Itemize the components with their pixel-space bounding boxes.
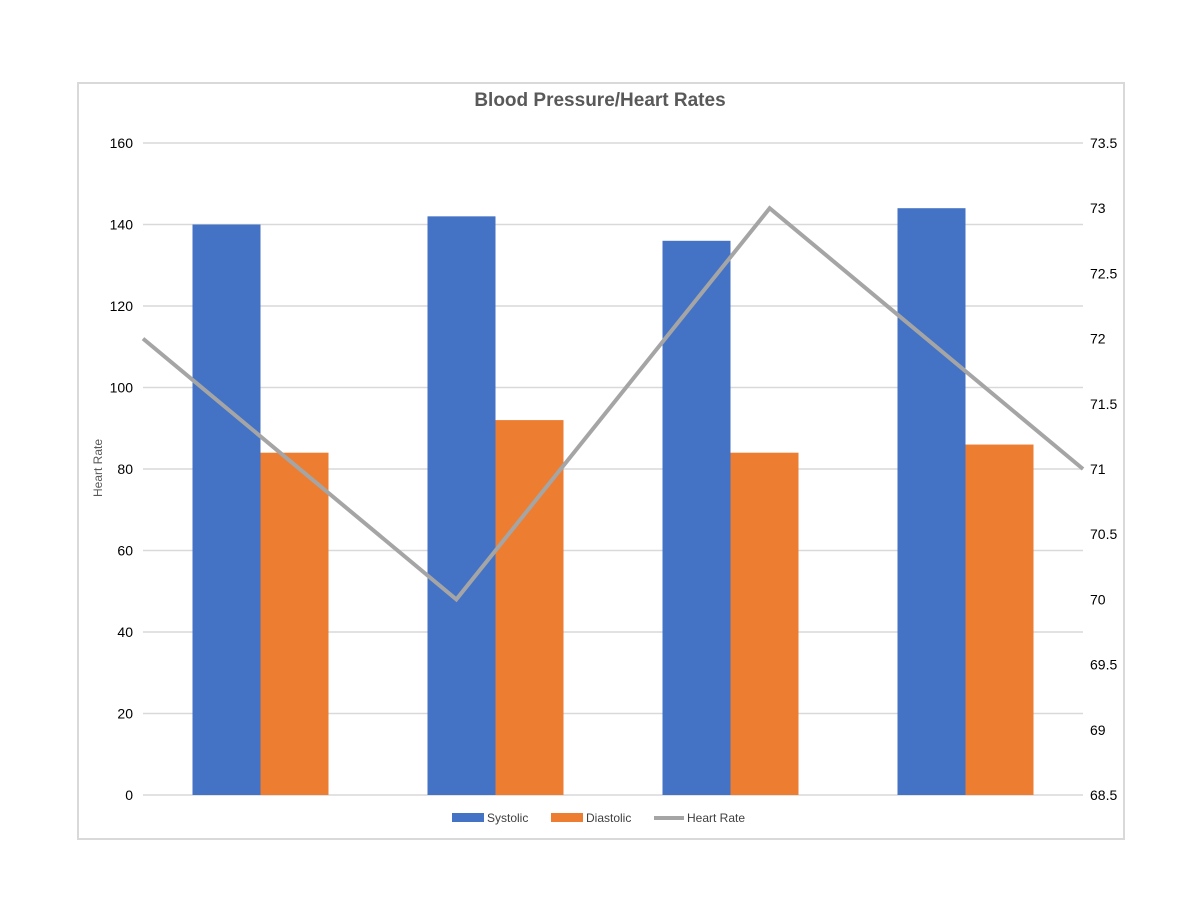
left-axis-ticks: 0 20 40 60 80 100 120 140 160 <box>110 135 134 803</box>
legend-label: Heart Rate <box>687 811 745 825</box>
y-tick-label: 100 <box>110 380 134 396</box>
y2-tick-label: 73 <box>1090 200 1106 216</box>
legend-label: Systolic <box>487 811 528 825</box>
y2-tick-label: 68.5 <box>1090 787 1117 803</box>
y2-tick-label: 69.5 <box>1090 657 1117 673</box>
y-tick-label: 140 <box>110 217 134 233</box>
bar-systolic <box>427 216 496 796</box>
line-heart-rate <box>141 205 1085 603</box>
y-tick-label: 160 <box>110 135 134 151</box>
legend-swatch <box>452 813 484 822</box>
bar-diastolic <box>965 444 1034 795</box>
y2-tick-label: 70 <box>1090 591 1106 607</box>
legend-swatch <box>551 813 583 822</box>
chart-area <box>77 82 1125 840</box>
legend: Systolic Diastolic Heart Rate <box>452 811 745 825</box>
chart-title: Blood Pressure/Heart Rates <box>474 90 725 111</box>
right-axis-ticks: 68.5 69 69.5 70 70.5 71 71.5 72 72.5 73 73.5 <box>1090 135 1117 803</box>
y-tick-label: 80 <box>117 461 133 477</box>
y2-tick-label: 71 <box>1090 461 1106 477</box>
y2-tick-label: 72 <box>1090 331 1106 347</box>
bar-systolic <box>662 240 731 796</box>
y-axis-title: Heart Rate <box>91 439 105 497</box>
y-tick-label: 60 <box>117 543 133 559</box>
bar-diastolic <box>730 452 799 795</box>
y2-tick-label: 69 <box>1090 722 1106 738</box>
legend-label: Diastolic <box>586 811 631 825</box>
bar-diastolic <box>260 452 329 795</box>
y-tick-label: 40 <box>117 624 133 640</box>
y2-tick-label: 71.5 <box>1090 396 1117 412</box>
y2-tick-label: 72.5 <box>1090 265 1117 281</box>
bar-series <box>192 208 1034 796</box>
y-tick-label: 0 <box>125 787 133 803</box>
y-tick-label: 20 <box>117 706 133 722</box>
line-series <box>141 205 1085 603</box>
y-tick-label: 120 <box>110 298 134 314</box>
bar-systolic <box>192 224 261 795</box>
y2-tick-label: 70.5 <box>1090 526 1117 542</box>
bar-systolic <box>897 208 966 795</box>
y2-tick-label: 73.5 <box>1090 135 1117 151</box>
